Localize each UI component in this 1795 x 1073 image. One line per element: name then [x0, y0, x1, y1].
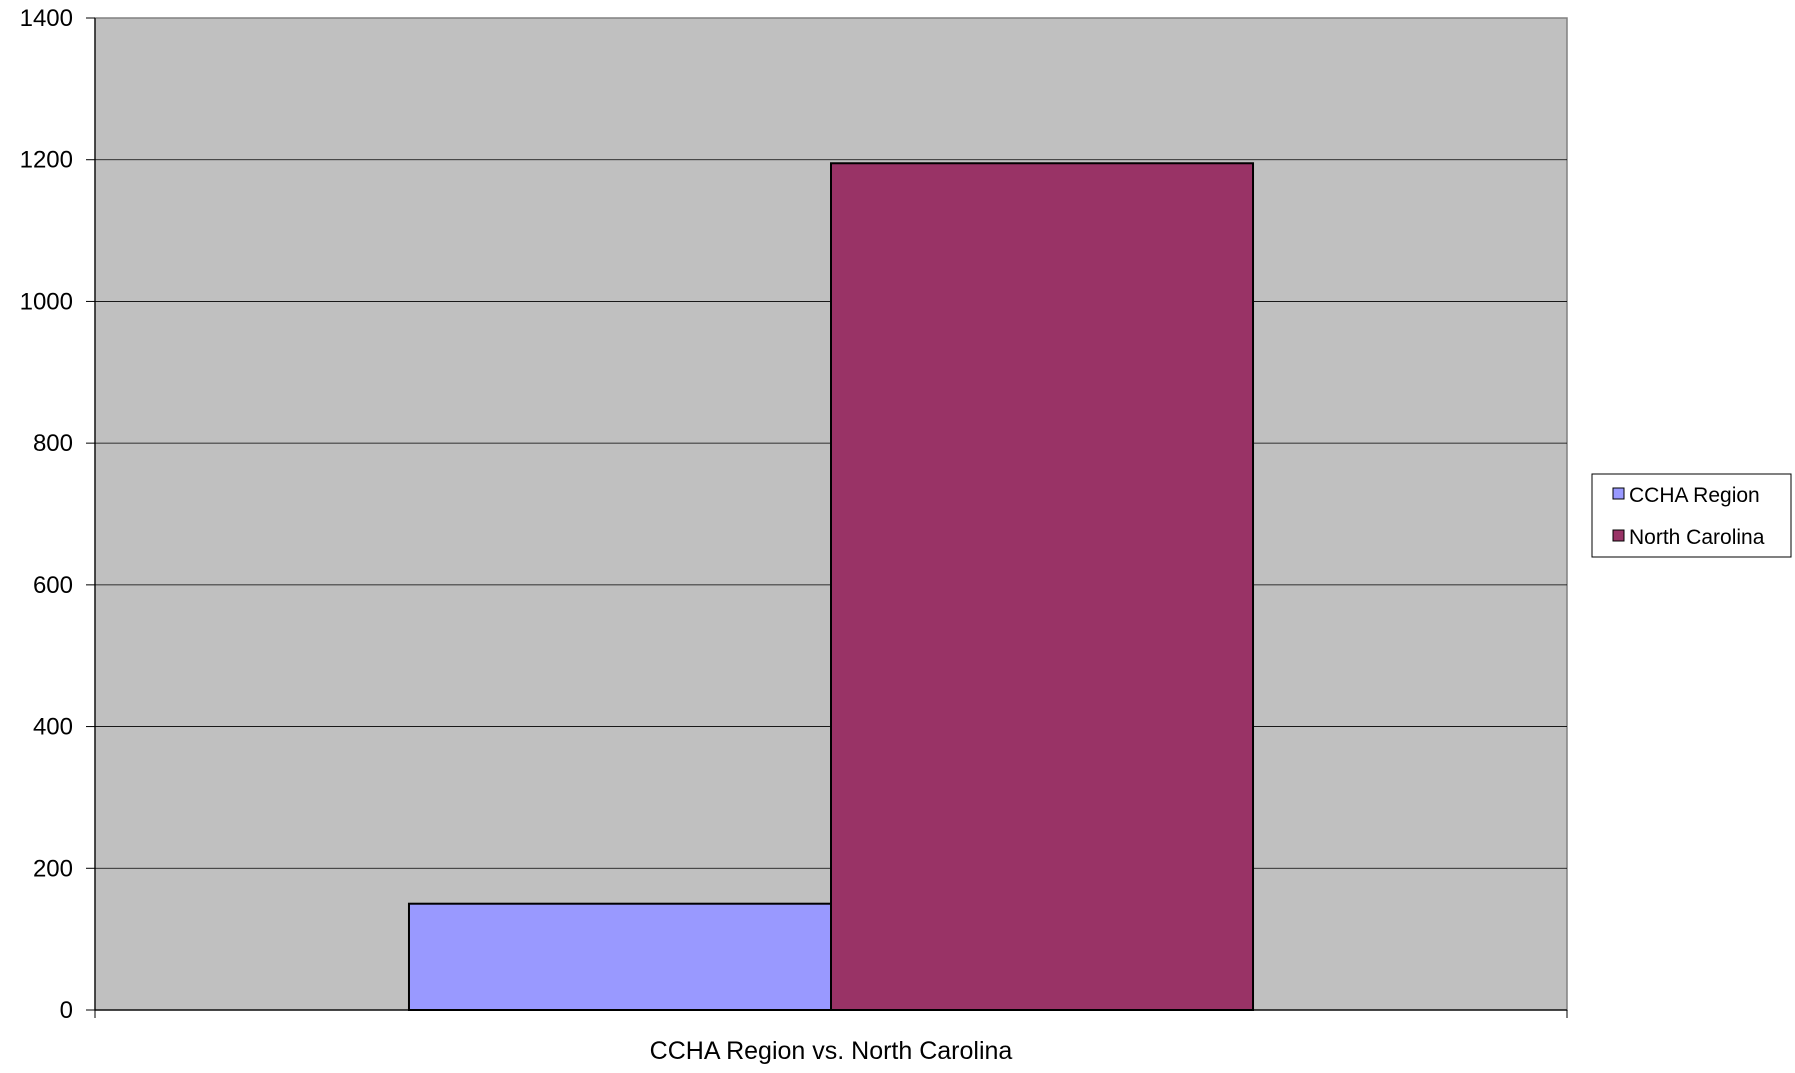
- x-category-label: CCHA Region vs. North Carolina: [650, 1037, 1013, 1065]
- y-tick-label: 200: [33, 855, 73, 882]
- y-tick-label: 400: [33, 714, 73, 741]
- legend-box: [1591, 473, 1792, 558]
- y-tick-label: 800: [33, 430, 73, 457]
- legend-swatch-ccha-region: [1612, 487, 1625, 500]
- bar-north-carolina: [830, 162, 1255, 1011]
- legend: CCHA Region North Carolina: [1591, 473, 1792, 558]
- bar-ccha-region: [407, 902, 832, 1012]
- legend-label-north-carolina: North Carolina: [1629, 526, 1765, 549]
- legend-label-ccha-region: CCHA Region: [1629, 484, 1760, 507]
- y-tick-label: 1400: [20, 5, 73, 32]
- y-tick-label: 1200: [20, 147, 73, 174]
- y-tick-label: 0: [60, 997, 73, 1024]
- bars: [407, 162, 1255, 1012]
- y-axis-tick-labels: 0 200 400 600 800 1000 1200 1400: [20, 5, 73, 1024]
- axes: [86, 17, 1568, 1018]
- y-tick-label: 600: [33, 572, 73, 599]
- y-tick-label: 1000: [20, 288, 73, 315]
- legend-swatch-north-carolina: [1612, 529, 1625, 542]
